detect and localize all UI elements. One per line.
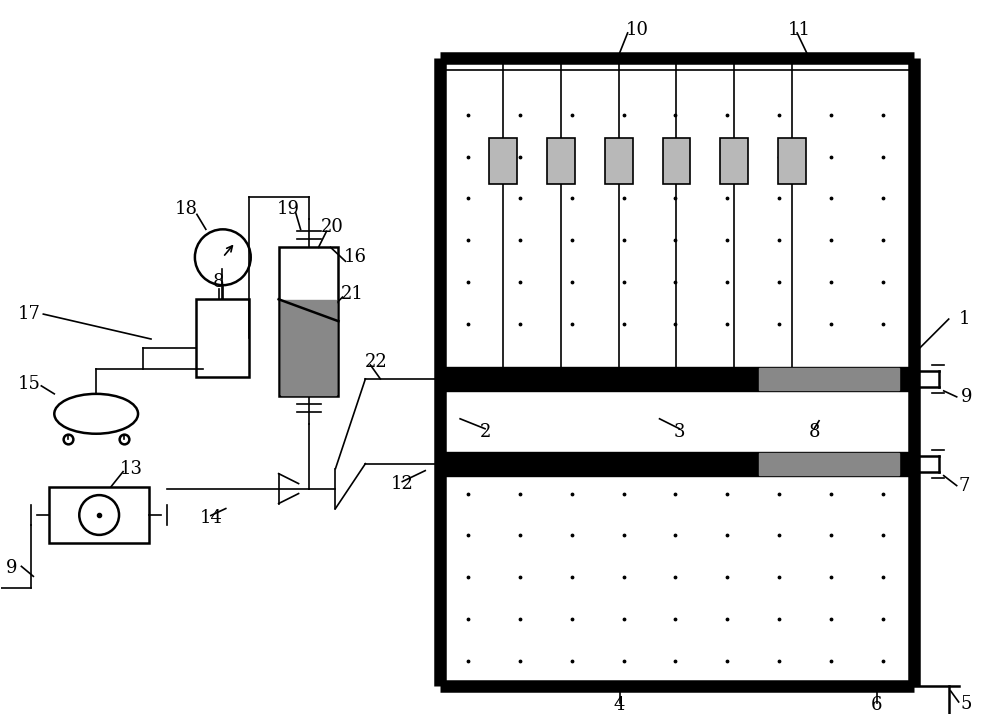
Text: 17: 17 (18, 305, 41, 323)
Text: 20: 20 (321, 218, 344, 236)
Text: 1: 1 (959, 310, 970, 328)
Text: 8: 8 (808, 422, 820, 441)
Text: 5: 5 (961, 695, 972, 713)
Text: 21: 21 (341, 285, 364, 303)
Text: 11: 11 (788, 21, 811, 39)
Bar (778, 137, 806, 185)
Text: 2: 2 (479, 422, 491, 441)
Bar (547, 137, 575, 185)
Text: 6: 6 (871, 696, 883, 714)
Bar (605, 137, 633, 185)
Bar (196, 299, 249, 377)
Bar (720, 137, 748, 185)
Text: 14: 14 (199, 510, 222, 528)
Text: 9: 9 (961, 388, 972, 406)
Text: 3: 3 (674, 422, 685, 441)
Text: 7: 7 (959, 477, 970, 495)
Bar (49, 487, 149, 543)
Text: 9: 9 (6, 559, 17, 577)
Text: 15: 15 (18, 375, 41, 393)
Bar (281, 300, 336, 395)
Bar (440, 452, 914, 475)
Text: 19: 19 (277, 200, 300, 218)
Text: 4: 4 (614, 696, 625, 714)
Text: 12: 12 (391, 475, 414, 493)
Bar (759, 453, 899, 475)
Text: 13: 13 (120, 460, 143, 478)
Text: 10: 10 (626, 21, 649, 39)
Bar (440, 367, 914, 391)
Text: 18: 18 (174, 200, 197, 218)
Text: 22: 22 (365, 353, 388, 371)
Bar (663, 137, 690, 185)
Text: 8: 8 (213, 274, 225, 291)
Text: 16: 16 (344, 248, 367, 266)
Bar (489, 137, 517, 185)
Bar (759, 368, 899, 390)
Bar (279, 247, 338, 396)
